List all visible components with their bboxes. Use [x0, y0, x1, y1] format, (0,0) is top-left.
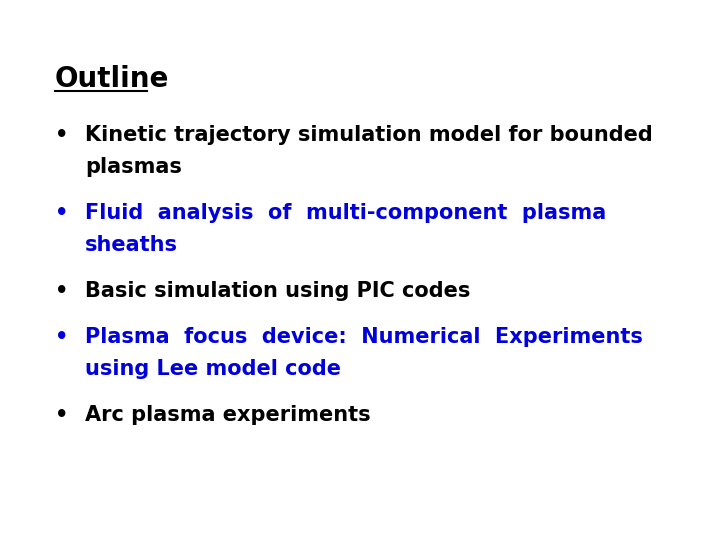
Text: •: • [55, 327, 68, 347]
Text: •: • [55, 203, 68, 223]
Text: Fluid  analysis  of  multi-component  plasma: Fluid analysis of multi-component plasma [85, 203, 606, 223]
Text: Outline: Outline [55, 65, 169, 93]
Text: using Lee model code: using Lee model code [85, 359, 341, 379]
Text: Kinetic trajectory simulation model for bounded: Kinetic trajectory simulation model for … [85, 125, 653, 145]
Text: plasmas: plasmas [85, 157, 182, 177]
Text: •: • [55, 405, 68, 425]
Text: Plasma  focus  device:  Numerical  Experiments: Plasma focus device: Numerical Experimen… [85, 327, 643, 347]
Text: sheaths: sheaths [85, 235, 178, 255]
Text: •: • [55, 125, 68, 145]
Text: Arc plasma experiments: Arc plasma experiments [85, 405, 371, 425]
Text: •: • [55, 281, 68, 301]
Text: Basic simulation using PIC codes: Basic simulation using PIC codes [85, 281, 470, 301]
